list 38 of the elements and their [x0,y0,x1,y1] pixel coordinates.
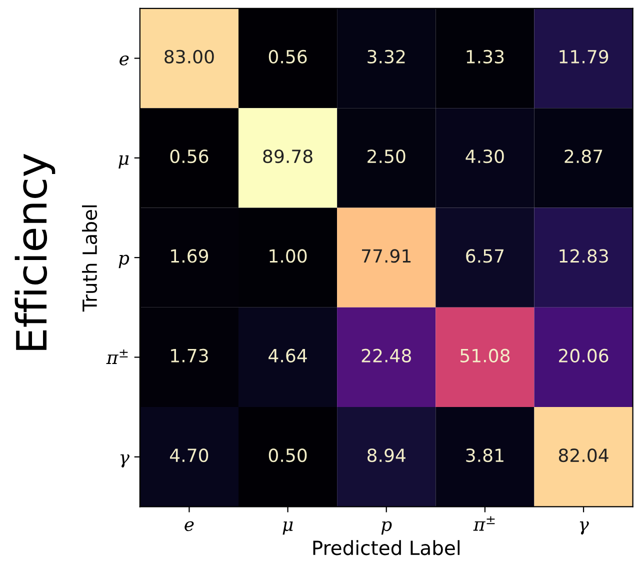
data-label: 8.94 [367,448,406,462]
data-label: 22.48 [362,348,411,362]
y-axis-title: Truth Label [82,205,98,312]
data-label: 3.81 [466,448,504,462]
data-label: 77.91 [362,249,411,263]
data-label: 2.87 [564,150,602,164]
data-label: 1.00 [270,249,307,263]
data-label: 83.00 [164,50,214,64]
x-tick-label: p [381,521,392,535]
x-axis-title: Predicted Label [313,540,460,556]
y-tick-label: p [118,254,130,268]
data-label: 89.78 [263,150,312,164]
data-label: 51.08 [460,348,510,362]
data-label: 1.73 [171,348,208,362]
data-label: 20.06 [559,348,608,362]
data-label: 4.70 [170,448,208,462]
data-label: 3.32 [368,50,405,64]
x-tick-label: π$^{±}$ [473,516,495,531]
data-label: 12.83 [560,249,608,263]
y-tick-label: γ [120,454,130,468]
data-label: 0.56 [268,50,307,64]
x-tick-label: μ [282,521,293,535]
y-tick-label: π$^{±}$ [106,349,128,364]
data-label: 0.50 [268,448,307,462]
y-tick-label: e [120,56,129,66]
data-label: 1.33 [466,50,504,64]
data-label: 11.79 [560,50,608,64]
text: Efficiency [14,154,56,350]
x-tick-label: e [184,521,194,532]
data-label: 0.56 [170,150,208,164]
y-tick-label: μ [118,155,129,169]
data-label: 6.57 [466,249,504,263]
data-label: 82.04 [558,448,608,462]
x-tick-label: γ [580,521,589,535]
data-label: 4.64 [268,348,307,362]
data-label: 1.69 [171,249,208,263]
data-label: 4.30 [466,150,504,164]
data-label: 2.50 [368,150,406,164]
